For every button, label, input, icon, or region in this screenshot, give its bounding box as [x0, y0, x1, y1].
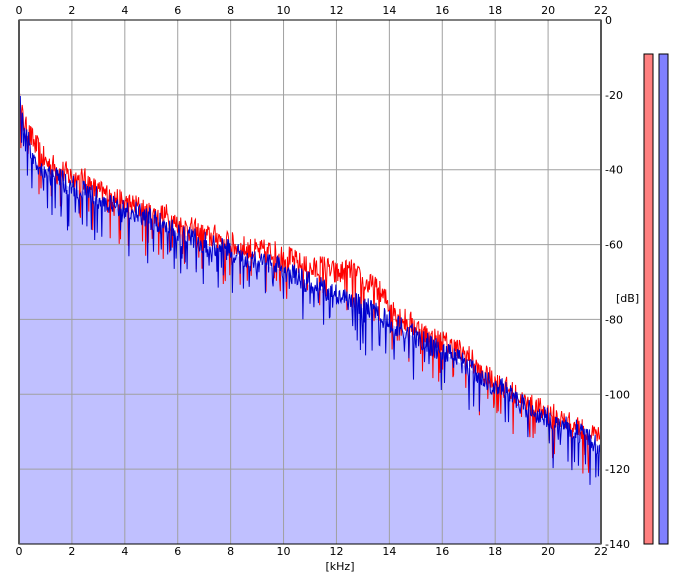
x-tick-label-bottom: 18 [488, 545, 502, 558]
x-tick-label-bottom: 0 [16, 545, 23, 558]
level-meter-bar [643, 53, 654, 545]
spectrum-fill [19, 87, 601, 544]
x-axis-label: [kHz] [326, 560, 355, 573]
x-tick-label-bottom: 4 [121, 545, 128, 558]
spectrum-line [18, 86, 602, 485]
y-tick-label: -140 [605, 538, 630, 551]
spectrum-line [18, 93, 602, 474]
x-tick-label-top: 6 [174, 4, 181, 17]
y-tick-label: -20 [605, 89, 623, 102]
x-tick-label-top: 20 [541, 4, 555, 17]
y-tick-labels: 0 -20 -40 -60 -80 -100 -120 -140 [605, 14, 630, 551]
x-tick-label-top: 14 [382, 4, 396, 17]
y-tick-label: -60 [605, 239, 623, 252]
x-tick-label-bottom: 8 [227, 545, 234, 558]
y-tick-label: 0 [605, 14, 612, 27]
x-tick-label-top: 10 [277, 4, 291, 17]
spectrum-series [18, 86, 602, 485]
x-tick-label-bottom: 16 [435, 545, 449, 558]
level-meters [643, 53, 669, 545]
x-tick-label-bottom: 6 [174, 545, 181, 558]
y-tick-label: -120 [605, 463, 630, 476]
y-tick-label: -80 [605, 313, 623, 326]
x-tick-label-bottom: 14 [382, 545, 396, 558]
x-tick-label-top: 16 [435, 4, 449, 17]
x-tick-label-bottom: 2 [68, 545, 75, 558]
x-tick-label-top: 2 [68, 4, 75, 17]
plot-frame [18, 19, 602, 545]
y-axis-label: [dB] [616, 292, 639, 305]
x-tick-label-bottom: 22 [594, 545, 608, 558]
y-tick-label: -40 [605, 164, 623, 177]
x-tick-label-bottom: 12 [329, 545, 343, 558]
x-tick-label-bottom: 10 [277, 545, 291, 558]
x-tick-label-top: 4 [121, 4, 128, 17]
y-tick-label: -100 [605, 388, 630, 401]
x-tick-label-top: 12 [329, 4, 343, 17]
spectrum-fill-area [19, 87, 601, 544]
x-tick-label-top: 0 [16, 4, 23, 17]
x-tick-labels-top: 0 2 4 6 8 10 12 14 16 18 20 22 [16, 4, 609, 17]
x-tick-label-top: 8 [227, 4, 234, 17]
level-meter-bar [658, 53, 669, 545]
x-tick-label-top: 18 [488, 4, 502, 17]
x-tick-label-top: 22 [594, 4, 608, 17]
x-tick-label-bottom: 20 [541, 545, 555, 558]
x-tick-labels-bottom: 0 2 4 6 8 10 12 14 16 18 20 22 [16, 545, 609, 558]
